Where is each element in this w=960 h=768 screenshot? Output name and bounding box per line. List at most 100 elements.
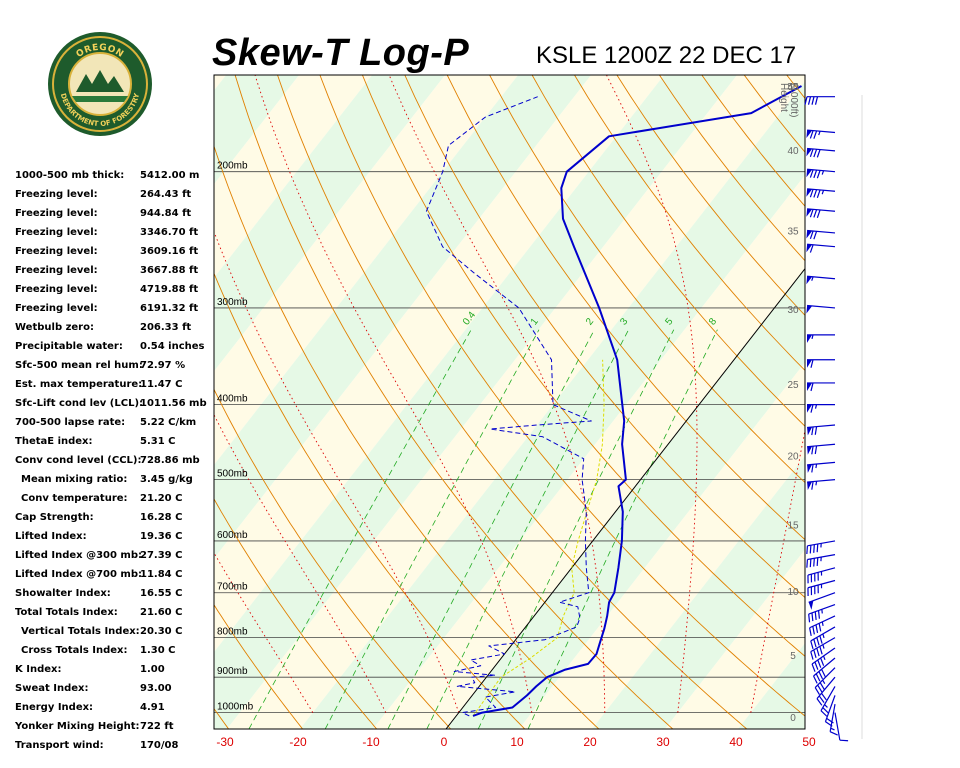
wind-barb [816, 676, 836, 706]
stat-value: 0.54 inches [140, 341, 205, 352]
parcel-profile [472, 359, 605, 717]
height-tick-label: 0 [790, 713, 796, 724]
wind-barb [834, 712, 849, 742]
wind-barbs [804, 95, 863, 742]
stat-value: 93.00 [140, 683, 172, 694]
wind-barb [811, 647, 836, 672]
pressure-label: 200mb [217, 161, 248, 172]
stat-value: 16.28 C [140, 512, 183, 523]
wind-barb [806, 275, 836, 285]
stat-label: Wetbulb zero: [15, 322, 94, 333]
stat-label: Conv cond level (CCL): [15, 455, 142, 466]
mixing-ratio-label: 5 [663, 316, 675, 328]
wind-barb [809, 615, 836, 636]
stat-value: 3667.88 ft [140, 265, 199, 276]
stat-label: 1000-500 mb thick: [15, 170, 125, 181]
temperature-profile [472, 85, 802, 717]
stat-value: 3609.16 ft [140, 246, 199, 257]
stat-label: Yonker Mixing Height: [15, 721, 140, 732]
stat-label: Sweat Index: [15, 683, 89, 694]
height-tick-label: 45 [787, 82, 799, 93]
wind-barb [806, 554, 836, 568]
stat-value: 16.55 C [140, 588, 183, 599]
wind-barb [807, 334, 835, 343]
height-tick-label: 30 [787, 305, 799, 316]
wind-barb [810, 637, 836, 660]
dewpoint-profile [425, 96, 592, 717]
dry-adiabat [786, 75, 805, 100]
dry-adiabat [574, 75, 805, 372]
dry-adiabat [956, 75, 960, 729]
wind-barb [806, 540, 836, 555]
wind-barb [806, 129, 836, 139]
stat-value: 4719.88 ft [140, 284, 199, 295]
station-time-label: KSLE 1200Z 22 DEC 17 [536, 42, 797, 69]
stat-label: K Index: [15, 664, 62, 675]
stat-value: 5412.00 m [140, 170, 200, 181]
stat-value: 72.97 % [140, 360, 186, 371]
wind-barb [813, 657, 836, 684]
temperature-tick-label: -10 [362, 735, 380, 749]
temperature-tick-label: 30 [656, 735, 670, 749]
stat-value: 5.22 C/km [140, 417, 197, 428]
stat-label: Freezing level: [15, 284, 98, 295]
height-tick-label: 10 [787, 587, 799, 598]
stat-value: 3.45 g/kg [140, 474, 193, 485]
dry-adiabat [214, 388, 452, 729]
height-tick-label: 35 [787, 227, 799, 238]
mixing-ratio-label: 2 [584, 316, 596, 328]
wind-barb [806, 208, 836, 218]
temperature-tick-label: 40 [729, 735, 743, 749]
stat-value: 1011.56 mb [140, 398, 207, 409]
plot-area: 0.4 1 2 3 5 8 [0, 75, 960, 729]
stat-label: Freezing level: [15, 246, 98, 257]
isotherm-band [300, 81, 805, 729]
isotherm-band [214, 75, 227, 91]
stat-label: Lifted Index: [15, 531, 87, 542]
height-tick-label: 5 [790, 651, 796, 662]
stat-label: 700-500 lapse rate: [15, 417, 126, 428]
wind-barb [807, 359, 835, 368]
isotherm-band [214, 75, 738, 729]
stat-label: Est. max temperature: [15, 379, 143, 390]
wind-barb [804, 96, 835, 105]
wind-barb [807, 567, 836, 584]
isotherm-band [0, 75, 153, 729]
mixing-ratio-line [248, 329, 472, 729]
dry-adiabat [234, 75, 674, 729]
dry-adiabat [489, 75, 805, 484]
temperature-tick-label: 10 [510, 735, 524, 749]
pressure-label: 800mb [217, 627, 248, 638]
stat-label: Freezing level: [15, 265, 98, 276]
temperature-tick-label: 20 [583, 735, 597, 749]
wind-barb [806, 243, 836, 253]
dry-adiabat [214, 707, 229, 729]
pressure-label: 400mb [217, 394, 248, 405]
mixing-ratio-line [387, 329, 595, 729]
wind-barb [806, 229, 836, 240]
dry-adiabat [214, 498, 378, 729]
moist-adiabat [750, 427, 805, 713]
stat-value: 21.20 C [140, 493, 183, 504]
logo-gold-ring [52, 36, 148, 132]
stat-label: Freezing level: [15, 208, 98, 219]
height-tick-label: 15 [787, 521, 799, 532]
wind-barb [814, 667, 836, 695]
wind-barb [806, 188, 836, 198]
dry-adiabat [361, 75, 805, 657]
wind-barb [829, 703, 838, 736]
moist-adiabat [606, 75, 698, 713]
wind-barb [824, 695, 836, 727]
stat-label: Cap Strength: [15, 512, 94, 523]
dry-adiabat [872, 75, 960, 729]
wind-barb [807, 461, 836, 473]
dry-adiabat [277, 75, 748, 729]
stat-label: Sfc-Lift cond lev (LCL): [15, 398, 144, 409]
stat-value: 21.60 C [140, 607, 183, 618]
stat-label: Transport wind: [15, 740, 104, 751]
height-tick-label: 25 [787, 380, 799, 391]
stat-value: 11.47 C [140, 379, 183, 390]
isotherm-band [0, 75, 80, 729]
plot-border [213, 74, 806, 730]
stat-value: 5.31 C [140, 436, 176, 447]
